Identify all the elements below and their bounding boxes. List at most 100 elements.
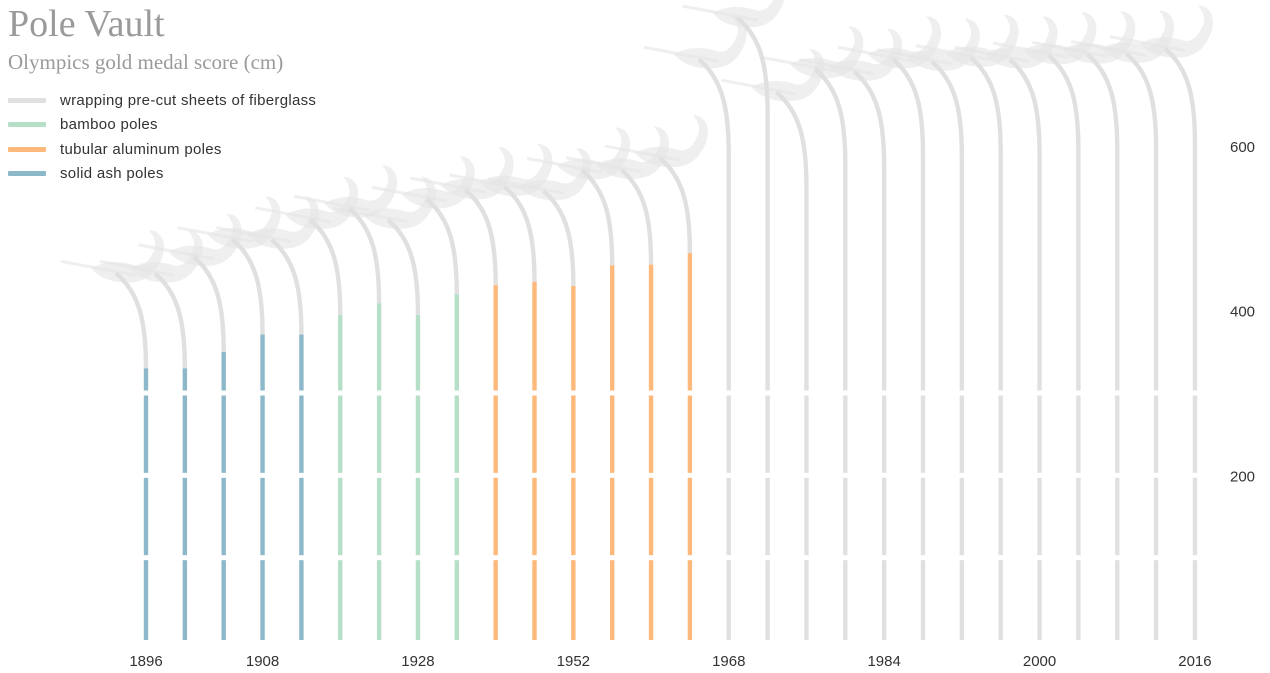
legend-label-bamboo: bamboo poles — [60, 116, 158, 134]
bar-2008 — [1085, 52, 1120, 640]
bar-segment — [454, 560, 459, 640]
bar-segment — [843, 477, 848, 556]
bar-segment — [804, 395, 809, 473]
bar-segment — [804, 477, 809, 556]
bar-segment — [843, 560, 848, 640]
bar-segment — [260, 334, 265, 391]
pole-curve — [386, 218, 421, 315]
legend-label-fiberglass: wrapping pre-cut sheets of fiberglass — [60, 91, 317, 109]
bar-segment — [1115, 560, 1120, 640]
vaulter-arm — [216, 226, 292, 244]
bar-1952 — [541, 189, 576, 640]
vaulter-arm — [1031, 40, 1108, 58]
bar-segment — [299, 334, 304, 391]
bar-segment — [415, 560, 421, 640]
bar-segment — [1153, 395, 1159, 473]
bar-segment — [221, 351, 226, 391]
bar-segment — [881, 477, 887, 556]
vaulter-arm — [138, 243, 214, 261]
bar-1972 — [736, 16, 770, 640]
bar-segment — [1037, 154, 1042, 391]
bar-segment — [571, 395, 576, 473]
bar-segment — [959, 395, 965, 473]
bar-segment — [1192, 143, 1198, 391]
bar-segment — [143, 368, 149, 391]
bar-segment — [648, 560, 654, 640]
x-tick-label-1908: 1908 — [246, 653, 279, 670]
y-tick-label-200: 200 — [1230, 468, 1255, 485]
pole-curve — [464, 188, 498, 286]
vaulter-silhouette — [324, 165, 398, 218]
vaulter-arm — [954, 45, 1030, 63]
vaulter-silhouette — [91, 230, 164, 283]
bar-segment — [221, 477, 226, 556]
bar-segment — [1192, 477, 1198, 556]
bar-segment — [1037, 477, 1042, 556]
vaulter-arm — [1070, 40, 1147, 57]
bar-segment — [843, 164, 848, 391]
bar-1980 — [813, 67, 848, 640]
vaulter-silhouette — [557, 127, 631, 180]
bar-segment — [1192, 560, 1198, 640]
vaulter-arm — [604, 144, 681, 162]
vaulter-arm — [332, 206, 409, 224]
vaulter-silhouette — [479, 143, 553, 197]
vaulter-silhouette — [440, 147, 514, 200]
vaulter-silhouette — [673, 16, 747, 69]
bar-segment — [532, 281, 537, 391]
vaulter-silhouette — [285, 176, 359, 230]
x-tick-label-1968: 1968 — [712, 653, 745, 670]
legend-swatch-aluminum — [8, 146, 46, 152]
legend-swatch-fiberglass — [8, 97, 46, 103]
bar-segment — [998, 477, 1003, 556]
bar-1960 — [619, 167, 654, 640]
vaulter-arm — [371, 185, 448, 203]
vaulter-silhouette — [1062, 11, 1136, 64]
pole-curve — [580, 168, 615, 266]
pole-curve — [153, 271, 188, 369]
pole-curve — [347, 206, 382, 304]
bar-segment — [765, 477, 770, 556]
vaulter-arm — [410, 176, 486, 194]
bar-segment — [454, 395, 459, 473]
bar-segment — [687, 560, 693, 640]
bar-1912 — [269, 237, 304, 640]
bar-segment — [260, 395, 265, 473]
bar-segment — [610, 265, 615, 391]
bar-segment — [221, 560, 226, 640]
bar-segment — [338, 477, 343, 556]
bar-segment — [493, 560, 498, 640]
vaulter-silhouette — [401, 156, 475, 209]
pole-curve — [425, 197, 459, 295]
bar-1936 — [464, 188, 498, 640]
pole-curve — [930, 60, 965, 157]
bar-segment — [1076, 560, 1081, 640]
bar-segment — [532, 560, 537, 640]
vaulter-silhouette — [984, 16, 1058, 69]
bar-segment — [610, 477, 615, 556]
bar-segment — [726, 560, 731, 640]
vaulter-silhouette — [1023, 12, 1097, 65]
chart-title: Pole Vault — [8, 3, 165, 45]
bar-segment — [299, 560, 304, 640]
bar-segment — [726, 477, 731, 556]
bar-segment — [726, 154, 731, 391]
vaulter-silhouette — [868, 16, 941, 69]
bar-segment — [687, 395, 693, 473]
bar-segment — [726, 395, 731, 473]
pole-curve — [1163, 46, 1198, 144]
bar-segment — [454, 294, 459, 391]
pole-curve — [541, 189, 576, 286]
pole-curve — [231, 237, 265, 335]
bar-segment — [1115, 149, 1120, 391]
bar-segment — [920, 560, 926, 640]
pole-curve — [1008, 57, 1042, 155]
bar-segment — [765, 113, 770, 391]
legend: wrapping pre-cut sheets of fiberglass ba… — [8, 88, 316, 186]
vaulter-silhouette — [207, 196, 281, 249]
bar-segment — [1076, 477, 1081, 556]
pole-curve — [192, 255, 226, 352]
bar-segment — [532, 395, 537, 473]
pole-curve — [269, 237, 304, 335]
